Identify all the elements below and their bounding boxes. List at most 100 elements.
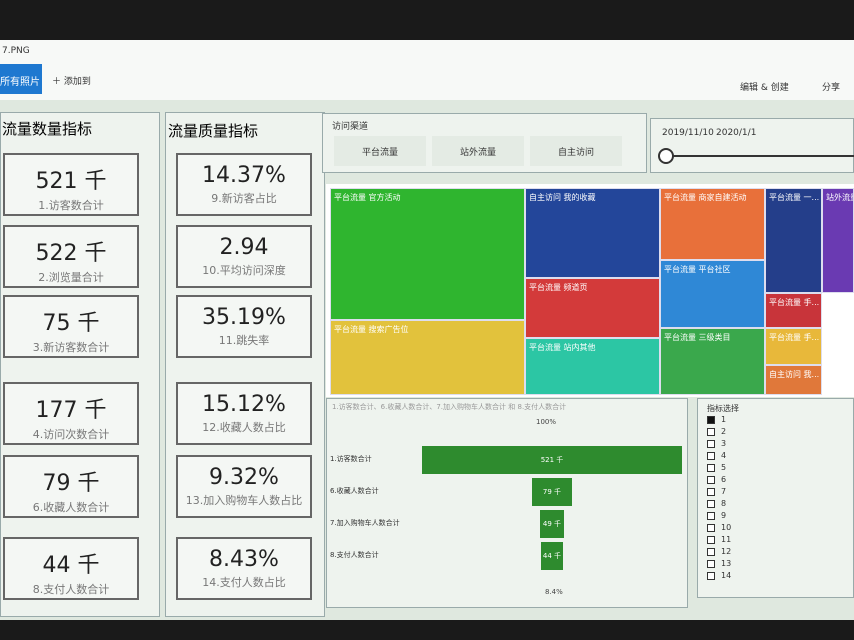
slicer-title: 访问渠道 bbox=[332, 122, 369, 132]
kpi-card: 44 千 8.支付人数合计 bbox=[3, 537, 139, 600]
checkbox[interactable] bbox=[707, 476, 715, 484]
slider-track bbox=[665, 155, 854, 157]
treemap-tile[interactable]: 站外流量 bbox=[822, 188, 854, 293]
kpi-value: 9.32% bbox=[209, 465, 279, 490]
treemap-tile[interactable]: 平台流量 一... bbox=[765, 188, 822, 293]
checkbox[interactable] bbox=[707, 500, 715, 508]
checkbox[interactable] bbox=[707, 452, 715, 460]
funnel-top-label: 100% bbox=[536, 418, 557, 426]
kpi-value: 2.94 bbox=[219, 235, 269, 260]
date-end[interactable]: 2020/1/1 bbox=[716, 128, 757, 138]
kpi-label: 6.收藏人数合计 bbox=[32, 501, 110, 514]
checkbox[interactable] bbox=[707, 464, 715, 472]
treemap-tile[interactable]: 平台流量 手... bbox=[765, 328, 822, 365]
date-slicer bbox=[650, 118, 854, 173]
kpi-label: 9.新访客占比 bbox=[211, 192, 277, 205]
checkbox-label: 12 bbox=[721, 547, 732, 556]
kpi-card: 8.43% 14.支付人数占比 bbox=[176, 537, 312, 600]
kpi-value: 75 千 bbox=[42, 311, 100, 336]
checkbox-label: 10 bbox=[721, 523, 732, 532]
treemap-tile[interactable]: 自主访问 我的收藏 bbox=[525, 188, 660, 278]
checkbox[interactable] bbox=[707, 488, 715, 496]
slider-handle[interactable] bbox=[658, 148, 674, 164]
window-title: 7.PNG bbox=[2, 46, 30, 56]
channel-option[interactable]: 自主访问 bbox=[530, 136, 622, 166]
checkbox[interactable] bbox=[707, 572, 715, 580]
panel-title: 流量质量指标 bbox=[168, 122, 259, 140]
funnel-title: 1.访客数合计、6.收藏人数合计、7.加入购物车人数合计 和 8.支付人数合计 bbox=[332, 403, 567, 411]
kpi-card: 79 千 6.收藏人数合计 bbox=[3, 455, 139, 518]
kpi-value: 35.19% bbox=[202, 305, 286, 330]
selector-panel bbox=[697, 398, 854, 598]
kpi-value: 44 千 bbox=[42, 553, 100, 578]
treemap-tile[interactable]: 平台流量 官方活动 bbox=[330, 188, 525, 320]
kpi-value: 79 千 bbox=[42, 471, 100, 496]
share-button[interactable]: 分享 bbox=[822, 83, 841, 93]
funnel-stage-label: 8.支付人数合计 bbox=[330, 551, 379, 559]
checkbox-label: 2 bbox=[721, 427, 727, 436]
treemap-tile[interactable]: 平台流量 平台社区 bbox=[660, 260, 765, 328]
funnel-value-label: 79 千 bbox=[542, 488, 562, 496]
kpi-value: 177 千 bbox=[35, 398, 107, 423]
checkbox-label: 6 bbox=[721, 475, 727, 484]
selector-title: 指标选择 bbox=[707, 404, 739, 413]
checkbox-label: 11 bbox=[721, 535, 732, 544]
funnel-bar: 44 千 bbox=[541, 542, 563, 570]
checkbox[interactable] bbox=[707, 536, 715, 544]
toolbar bbox=[0, 40, 854, 100]
kpi-label: 14.支付人数占比 bbox=[202, 576, 286, 589]
checkbox[interactable] bbox=[707, 428, 715, 436]
checkbox[interactable] bbox=[707, 548, 715, 556]
checkbox[interactable] bbox=[707, 416, 715, 424]
add-to-label: 添加到 bbox=[63, 77, 91, 87]
treemap-tile[interactable]: 自主访问 我... bbox=[765, 365, 822, 395]
channel-option[interactable]: 站外流量 bbox=[432, 136, 524, 166]
checkbox-label: 13 bbox=[721, 559, 732, 568]
channel-option[interactable]: 平台流量 bbox=[334, 136, 426, 166]
kpi-card: 35.19% 11.跳失率 bbox=[176, 295, 312, 358]
checkbox[interactable] bbox=[707, 440, 715, 448]
treemap-tile[interactable]: 平台流量 商家自建活动 bbox=[660, 188, 765, 260]
date-start[interactable]: 2019/11/10 bbox=[662, 128, 714, 138]
kpi-card: 9.32% 13.加入购物车人数占比 bbox=[176, 455, 312, 518]
treemap-tile[interactable]: 平台流量 手... bbox=[765, 293, 822, 328]
kpi-value: 8.43% bbox=[209, 547, 279, 572]
kpi-label: 1.访客数合计 bbox=[38, 199, 104, 212]
kpi-label: 11.跳失率 bbox=[218, 334, 270, 347]
kpi-card: 14.37% 9.新访客占比 bbox=[176, 153, 312, 216]
all-photos-button[interactable]: 所有照片 bbox=[0, 64, 42, 94]
checkbox[interactable] bbox=[707, 512, 715, 520]
kpi-card: 521 千 1.访客数合计 bbox=[3, 153, 139, 216]
checkbox-label: 9 bbox=[721, 511, 727, 520]
funnel-panel bbox=[326, 398, 688, 608]
kpi-label: 3.新访客数合计 bbox=[32, 341, 110, 354]
funnel-stage-label: 6.收藏人数合计 bbox=[330, 487, 379, 495]
kpi-value: 522 千 bbox=[35, 241, 107, 266]
kpi-card: 15.12% 12.收藏人数占比 bbox=[176, 382, 312, 445]
kpi-label: 12.收藏人数占比 bbox=[202, 421, 286, 434]
checkbox-label: 7 bbox=[721, 487, 727, 496]
treemap-tile[interactable]: 平台流量 站内其他 bbox=[525, 338, 660, 395]
panel-title: 流量数量指标 bbox=[2, 120, 93, 138]
kpi-label: 2.浏览量合计 bbox=[38, 271, 104, 284]
checkbox[interactable] bbox=[707, 560, 715, 568]
add-to-button[interactable]: ＋ 添加到 bbox=[52, 77, 91, 87]
kpi-card: 522 千 2.浏览量合计 bbox=[3, 225, 139, 288]
treemap-tile[interactable]: 平台流量 频道页 bbox=[525, 278, 660, 338]
funnel-bottom-label: 8.4% bbox=[545, 588, 563, 596]
kpi-value: 521 千 bbox=[35, 169, 107, 194]
checkbox-label: 3 bbox=[721, 439, 727, 448]
treemap-tile[interactable]: 平台流量 搜索广告位 bbox=[330, 320, 525, 395]
edit-create-button[interactable]: 编辑 & 创建 bbox=[740, 83, 789, 93]
checkbox-label: 5 bbox=[721, 463, 727, 472]
funnel-value-label: 44 千 bbox=[542, 552, 562, 560]
funnel-bar: 79 千 bbox=[532, 478, 572, 506]
checkbox-label: 1 bbox=[721, 415, 727, 424]
treemap-tile[interactable]: 平台流量 三级类目 bbox=[660, 328, 765, 395]
checkbox-label: 4 bbox=[721, 451, 727, 460]
checkbox-label: 8 bbox=[721, 499, 727, 508]
kpi-value: 15.12% bbox=[202, 392, 286, 417]
checkbox[interactable] bbox=[707, 524, 715, 532]
kpi-label: 10.平均访问深度 bbox=[202, 264, 286, 277]
checkbox-label: 14 bbox=[721, 571, 732, 580]
